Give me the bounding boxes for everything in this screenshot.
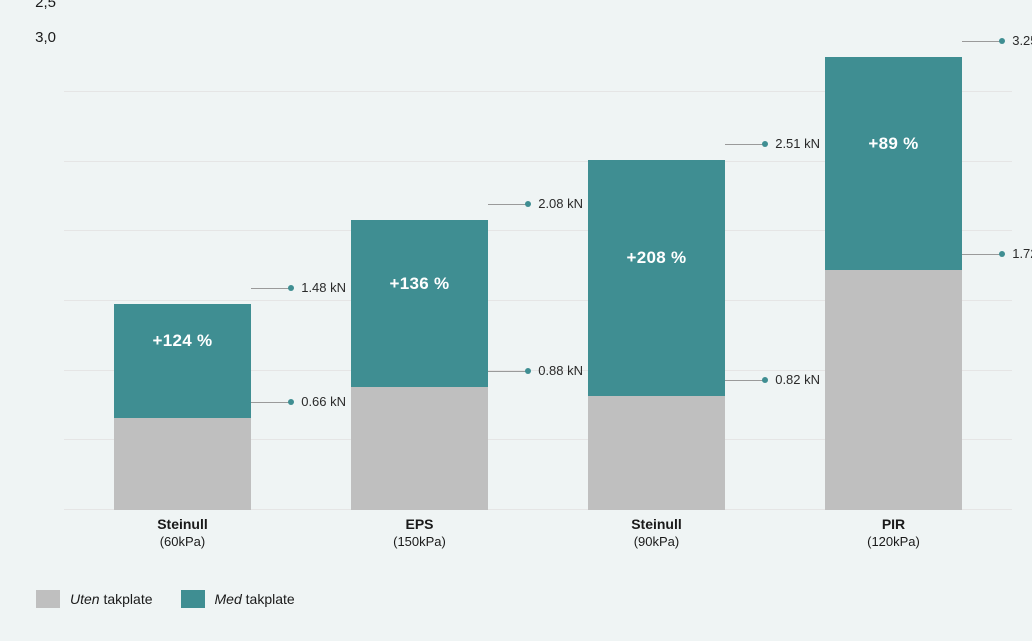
callout-dot-icon bbox=[288, 285, 294, 291]
callout-text: 1.72kN bbox=[1012, 246, 1032, 262]
percent-label: +89 % bbox=[825, 134, 962, 154]
chart-area: 0,00,51,01,52,02,53,0+124 %1.48 kN0.66 k… bbox=[64, 50, 1012, 510]
callout-text: 3.25kN bbox=[1012, 33, 1032, 49]
x-category-name: Steinull bbox=[631, 516, 682, 532]
x-category-name: Steinull bbox=[157, 516, 208, 532]
legend-item-uten: Uten takplate bbox=[36, 590, 153, 608]
x-category-label: Steinull (60kPa) bbox=[114, 516, 251, 550]
percent-label: +136 % bbox=[351, 274, 488, 294]
x-category-sub: (150kPa) bbox=[351, 534, 488, 550]
plot-area: 0,00,51,01,52,02,53,0+124 %1.48 kN0.66 k… bbox=[64, 50, 1012, 510]
callout-dot-icon bbox=[288, 399, 294, 405]
x-category-sub: (60kPa) bbox=[114, 534, 251, 550]
x-category-label: EPS (150kPa) bbox=[351, 516, 488, 550]
y-tick-label: 3,0 bbox=[12, 29, 56, 71]
x-category-sub: (90kPa) bbox=[588, 534, 725, 550]
legend: Uten takplate Med takplate bbox=[36, 590, 295, 608]
callout-text: 0.82 kN bbox=[775, 372, 820, 388]
callout-dot-icon bbox=[525, 201, 531, 207]
x-category-label: PIR (120kPa) bbox=[825, 516, 962, 550]
bar-uten bbox=[588, 396, 725, 510]
percent-label: +208 % bbox=[588, 248, 725, 268]
bar-uten bbox=[825, 270, 962, 510]
bar-uten bbox=[114, 418, 251, 510]
bar-group: +136 %2.08 kN0.88 kN bbox=[351, 50, 488, 510]
callout-dot-icon bbox=[762, 377, 768, 383]
callout-dot-icon bbox=[999, 251, 1005, 257]
percent-label: +124 % bbox=[114, 331, 251, 351]
x-category-label: Steinull (90kPa) bbox=[588, 516, 725, 550]
callout-text: 2.08 kN bbox=[538, 196, 583, 212]
callout-text: 1.48 kN bbox=[301, 280, 346, 296]
callout-dot-icon bbox=[525, 368, 531, 374]
legend-label: Uten takplate bbox=[70, 591, 153, 607]
callout-text: 0.88 kN bbox=[538, 363, 583, 379]
legend-swatch-icon bbox=[36, 590, 60, 608]
bar-uten bbox=[351, 387, 488, 510]
legend-swatch-icon bbox=[181, 590, 205, 608]
bar-group: +124 %1.48 kN0.66 kN bbox=[114, 50, 251, 510]
callout-text: 2.51 kN bbox=[775, 136, 820, 152]
callout-dot-icon bbox=[762, 141, 768, 147]
legend-item-med: Med takplate bbox=[181, 590, 295, 608]
legend-label: Med takplate bbox=[215, 591, 295, 607]
x-category-sub: (120kPa) bbox=[825, 534, 962, 550]
callout-dot-icon bbox=[999, 38, 1005, 44]
x-category-name: EPS bbox=[405, 516, 433, 532]
bar-group: +208 %2.51 kN0.82 kN bbox=[588, 50, 725, 510]
bar-group: +89 %3.25kN1.72kN bbox=[825, 50, 962, 510]
callout-text: 0.66 kN bbox=[301, 394, 346, 410]
x-category-name: PIR bbox=[882, 516, 905, 532]
